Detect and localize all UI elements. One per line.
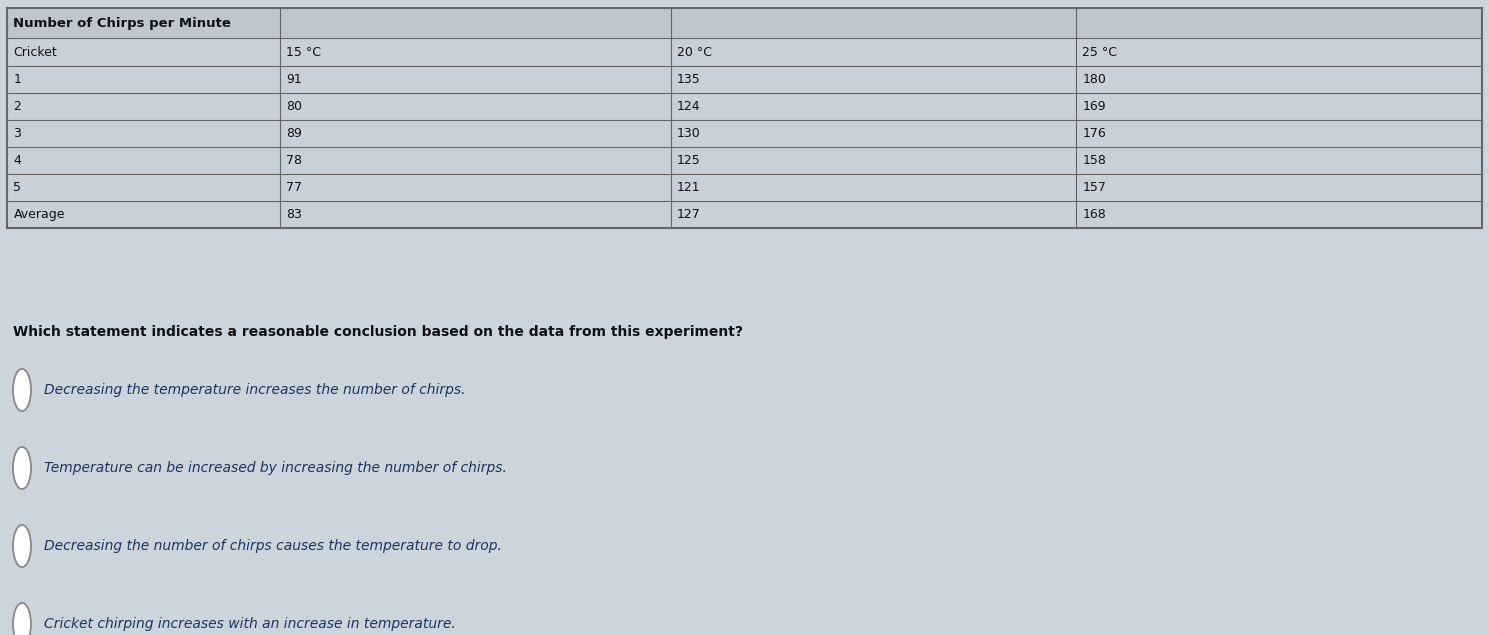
Text: 20 °C: 20 °C xyxy=(677,46,712,58)
Text: 121: 121 xyxy=(677,181,700,194)
Text: 25 °C: 25 °C xyxy=(1083,46,1117,58)
Text: Decreasing the number of chirps causes the temperature to drop.: Decreasing the number of chirps causes t… xyxy=(45,539,502,553)
Text: Number of Chirps per Minute: Number of Chirps per Minute xyxy=(13,17,231,29)
Text: 169: 169 xyxy=(1083,100,1106,113)
Text: 89: 89 xyxy=(286,127,302,140)
Text: 127: 127 xyxy=(677,208,700,221)
Text: Decreasing the temperature increases the number of chirps.: Decreasing the temperature increases the… xyxy=(45,383,466,397)
Text: 158: 158 xyxy=(1083,154,1106,167)
Bar xyxy=(7,38,1482,66)
Bar xyxy=(7,174,1482,201)
Ellipse shape xyxy=(13,603,31,635)
Text: 77: 77 xyxy=(286,181,302,194)
Ellipse shape xyxy=(13,369,31,411)
Bar xyxy=(7,93,1482,120)
Text: 125: 125 xyxy=(677,154,700,167)
Text: Cricket chirping increases with an increase in temperature.: Cricket chirping increases with an incre… xyxy=(45,617,456,631)
Text: 3: 3 xyxy=(13,127,21,140)
Bar xyxy=(7,8,1482,38)
Text: 2: 2 xyxy=(13,100,21,113)
Ellipse shape xyxy=(13,447,31,489)
Text: 135: 135 xyxy=(677,73,700,86)
Text: 176: 176 xyxy=(1083,127,1106,140)
Text: 15 °C: 15 °C xyxy=(286,46,322,58)
Text: 1: 1 xyxy=(13,73,21,86)
Bar xyxy=(7,66,1482,93)
Text: 4: 4 xyxy=(13,154,21,167)
Text: 157: 157 xyxy=(1083,181,1106,194)
Text: 124: 124 xyxy=(677,100,700,113)
Text: 5: 5 xyxy=(13,181,21,194)
Bar xyxy=(7,147,1482,174)
Text: 80: 80 xyxy=(286,100,302,113)
Text: 78: 78 xyxy=(286,154,302,167)
Text: 83: 83 xyxy=(286,208,302,221)
Text: Average: Average xyxy=(13,208,66,221)
Text: Cricket: Cricket xyxy=(13,46,57,58)
Text: 180: 180 xyxy=(1083,73,1106,86)
Bar xyxy=(7,201,1482,228)
Text: 91: 91 xyxy=(286,73,302,86)
Text: Which statement indicates a reasonable conclusion based on the data from this ex: Which statement indicates a reasonable c… xyxy=(13,325,743,339)
Bar xyxy=(7,120,1482,147)
Text: Temperature can be increased by increasing the number of chirps.: Temperature can be increased by increasi… xyxy=(45,461,506,475)
Text: 168: 168 xyxy=(1083,208,1106,221)
Text: 130: 130 xyxy=(677,127,700,140)
Ellipse shape xyxy=(13,525,31,567)
